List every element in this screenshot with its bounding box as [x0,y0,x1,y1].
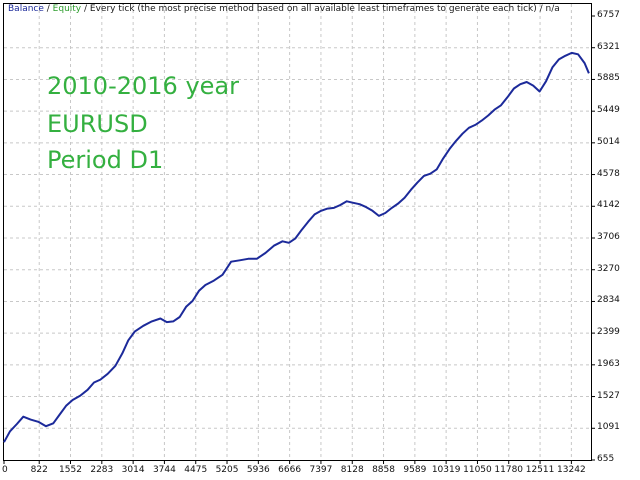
annotation-years: 2010-2016 year [47,72,239,100]
x-tick-label: 7397 [309,465,333,475]
y-tick-label: 1963 [597,358,620,369]
grid-lines [4,4,591,460]
y-tick-label: 4578 [597,168,620,179]
x-tick-label: 8858 [372,465,395,475]
x-tick-label: 822 [30,465,48,475]
x-tick-label: 5936 [246,465,270,475]
x-tick-label: 2283 [90,465,114,475]
legend-balance: Balance [8,4,44,14]
test-mode-text: Every tick (the most precise method base… [89,4,537,14]
x-tick-label: 10319 [431,465,461,475]
header-separator: / [43,4,53,14]
x-tick-label: 1552 [59,465,82,475]
y-tick-label: 2399 [597,327,620,338]
y-tick-label: 655 [597,454,615,464]
x-tick-label: 9589 [403,465,427,475]
annotation-symbol: EURUSD [47,110,148,138]
x-tick-label: 13242 [557,465,586,475]
y-tick-label: 1527 [597,390,620,401]
y-tick-label: 6757 [597,10,620,20]
y-tick-label: 5449 [597,105,620,116]
series-line-balance [3,51,590,443]
header-separator: / [81,4,90,14]
axis-ticks [3,15,595,464]
x-tick-label: 11780 [494,465,524,475]
x-tick-label: 0 [2,465,8,475]
x-tick-label: 8128 [340,465,364,475]
y-tick-label: 5014 [597,136,620,147]
y-tick-label: 3270 [597,263,620,274]
x-tick-label: 6666 [278,465,302,475]
chart-header: Balance / Equity / Every tick (the most … [8,4,560,14]
header-suffix: n/a [545,4,560,14]
legend-equity: Equity [52,4,82,14]
y-tick-label: 6321 [597,41,620,52]
x-tick-label: 12511 [525,465,555,475]
y-tick-label: 5885 [597,73,620,84]
header-separator: / [536,4,546,14]
y-tick-label: 1091 [597,422,620,433]
x-tick-label: 4475 [184,465,208,475]
y-tick-label: 2834 [597,295,620,306]
y-tick-label: 3706 [597,232,620,242]
x-tick-label: 11050 [463,465,492,475]
y-tick-label: 4142 [597,200,620,211]
x-tick-label: 3014 [121,465,145,475]
x-tick-label: 5205 [215,465,239,475]
x-tick-label: 3744 [152,465,176,475]
annotation-period: Period D1 [47,146,164,174]
